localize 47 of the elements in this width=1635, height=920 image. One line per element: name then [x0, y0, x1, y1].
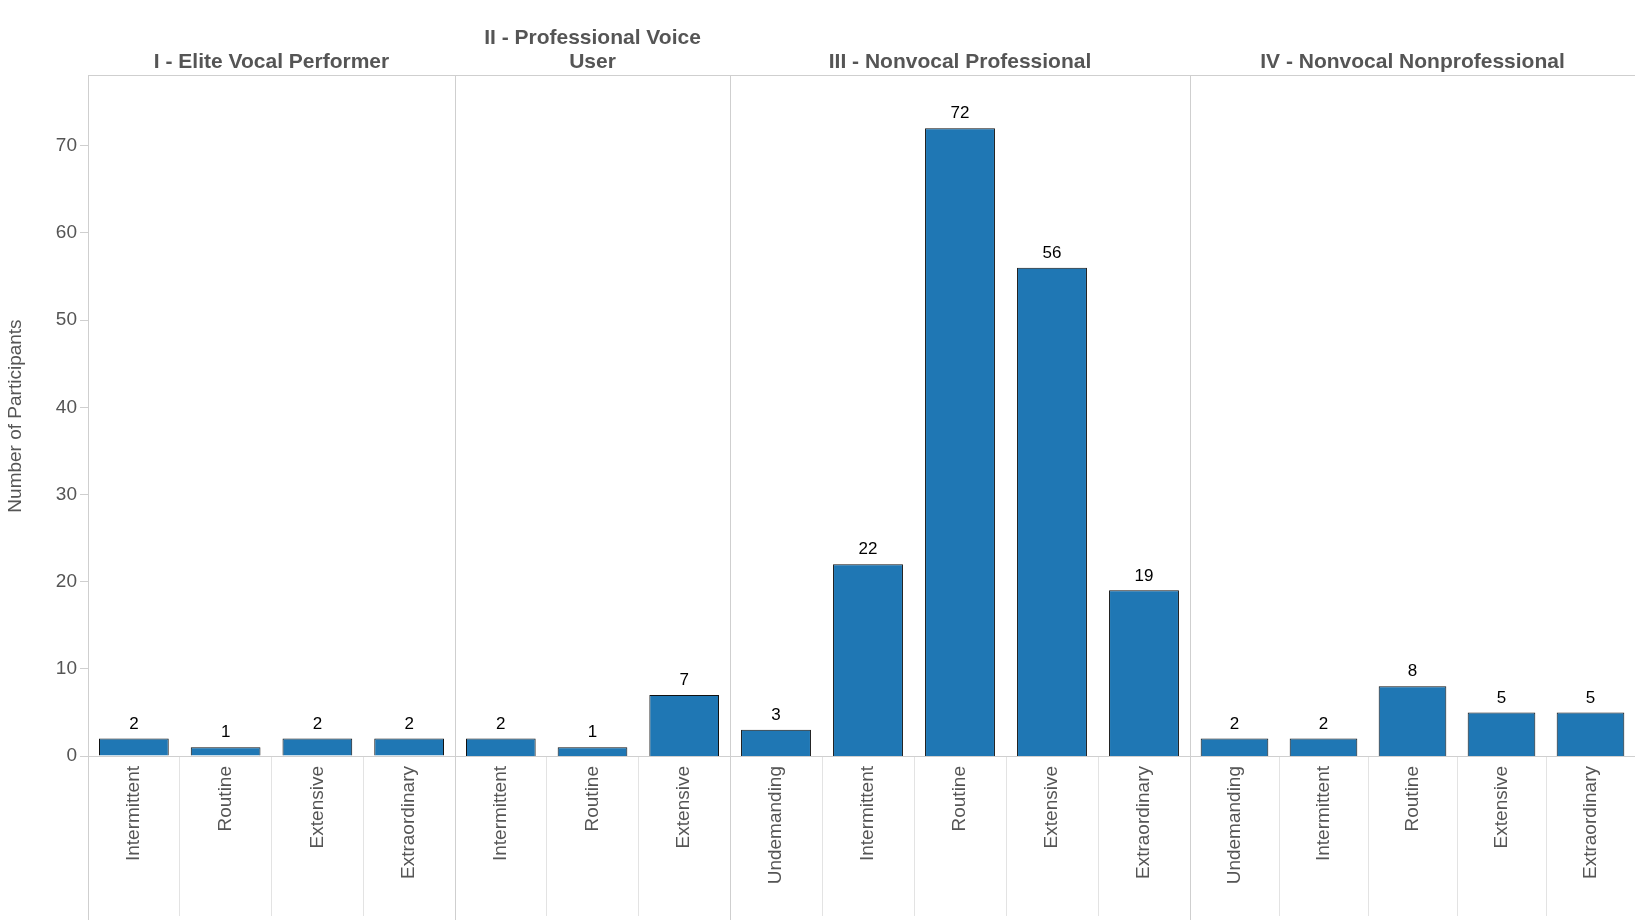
- x-tick-label: Intermittent: [122, 765, 144, 862]
- data-label: 3: [771, 705, 781, 725]
- y-tick-label: 70: [55, 133, 77, 155]
- data-label: 2: [496, 713, 506, 733]
- x-tick-label: Extraordinary: [1578, 765, 1600, 879]
- chart-title: II - Professional Voice User: [455, 0, 730, 76]
- x-tick-label: Extensive: [1040, 766, 1062, 849]
- data-label: 1: [587, 722, 598, 742]
- y-tick-label: 30: [55, 482, 77, 504]
- x-tick-label: Routine: [580, 766, 602, 832]
- x-tick-label: Undemanding: [764, 766, 786, 885]
- data-label: 56: [1042, 242, 1062, 262]
- data-label: 72: [950, 103, 970, 123]
- chart-title: III - Nonvocal Professional: [730, 0, 1190, 76]
- data-label: 2: [312, 713, 323, 733]
- x-tick-label: Routine: [1400, 766, 1422, 832]
- x-tick-label: Extensive: [305, 766, 327, 849]
- data-label: 19: [1134, 565, 1154, 585]
- x-tick-label: Intermittent: [489, 765, 511, 862]
- chart-title: I - Elite Vocal Performer: [88, 0, 455, 76]
- x-tick-label: Extensive: [1489, 766, 1511, 849]
- data-label: 5: [1496, 687, 1507, 707]
- data-label: 2: [129, 713, 139, 733]
- data-label: 7: [679, 670, 689, 690]
- y-axis-title: Number of Participants: [3, 319, 25, 513]
- y-tick-label: 40: [55, 395, 77, 417]
- data-label: 1: [220, 722, 231, 742]
- y-tick-label: 60: [55, 221, 77, 243]
- x-tick-label: Extraordinary: [1132, 765, 1154, 879]
- y-tick-label: 50: [55, 308, 77, 330]
- x-tick-label: Routine: [213, 766, 235, 832]
- y-tick-label: 0: [66, 744, 77, 766]
- y-tick-label: 10: [55, 657, 77, 679]
- data-label: 22: [858, 539, 878, 559]
- data-label: 2: [1229, 713, 1240, 733]
- y-tick-label: 20: [55, 569, 77, 591]
- data-label: 8: [1407, 661, 1418, 681]
- data-label: 5: [1585, 687, 1596, 707]
- x-tick-label: Extensive: [672, 766, 694, 849]
- x-tick-label: Extraordinary: [397, 765, 419, 879]
- x-tick-label: Intermittent: [856, 765, 878, 862]
- data-label: 2: [1318, 713, 1329, 733]
- chart-title: IV - Nonvocal Nonprofessional: [1190, 0, 1635, 76]
- x-tick-label: Undemanding: [1222, 766, 1244, 885]
- x-tick-label: Intermittent: [1311, 765, 1333, 862]
- data-label: 2: [404, 713, 414, 733]
- x-tick-label: Routine: [948, 766, 970, 832]
